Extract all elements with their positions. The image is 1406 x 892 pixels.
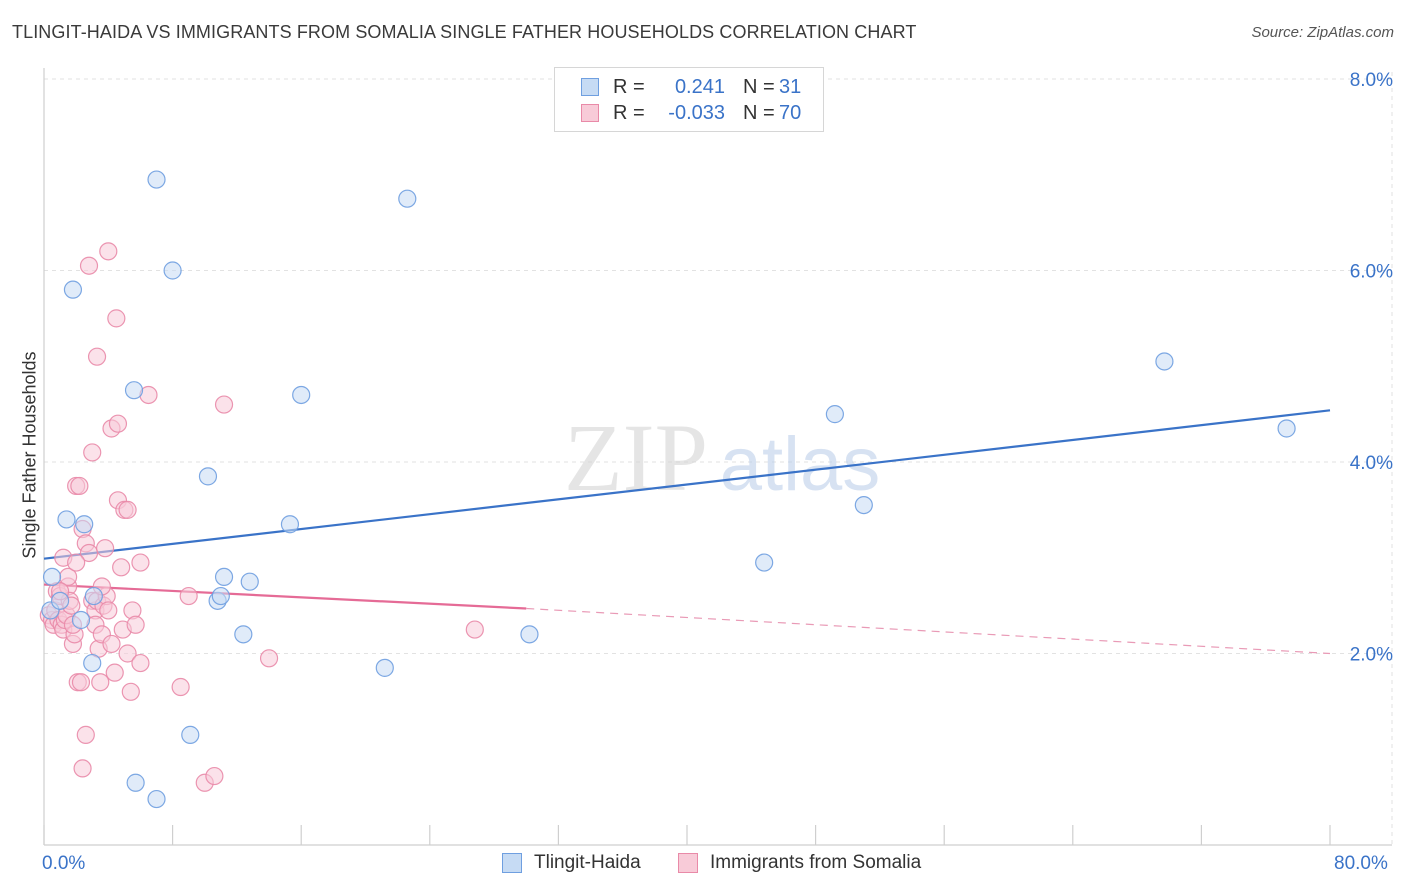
n-value: 70 [779,101,802,124]
point-tlingit [214,567,234,587]
chart-title: TLINGIT-HAIDA VS IMMIGRANTS FROM SOMALIA… [12,22,917,42]
point-somalia [73,759,92,778]
n-value: 31 [779,75,802,98]
r-label: R = [613,75,645,98]
point-somalia [112,558,131,577]
y-tick-labels: 2.0% 4.0% 6.0% 8.0% [1350,70,1393,666]
y-tick-label: 4.0% [1350,453,1393,474]
x-tick-label-max: 80.0% [1334,853,1388,874]
point-somalia [108,414,128,433]
point-somalia [87,347,107,366]
point-tlingit [292,385,311,405]
point-tlingit [1277,419,1296,438]
point-somalia [102,634,121,654]
point-somalia [259,649,279,668]
r-value: 0.241 [674,75,725,98]
point-somalia [131,653,150,673]
watermark-zip: ZIP [564,404,708,511]
point-tlingit [83,653,102,673]
legend-label-somalia: Immigrants from Somalia [710,852,922,873]
r-value: -0.033 [668,101,725,124]
r-label: R = [613,101,645,124]
legend-swatch-tlingit [502,853,522,873]
point-tlingit [234,625,253,644]
point-tlingit [147,170,166,189]
point-somalia [76,725,95,744]
point-tlingit [398,189,417,208]
data-points [39,170,1296,809]
y-tick-label: 8.0% [1350,70,1393,91]
point-somalia [171,677,190,697]
point-somalia [95,539,115,558]
point-tlingit [755,553,774,572]
legend-swatch-tlingit [581,78,599,96]
point-somalia [70,476,89,496]
point-tlingit [50,591,70,610]
point-somalia [465,620,484,639]
trendlines [43,409,1331,655]
point-tlingit [57,510,76,529]
trendline-tlingit [43,409,1331,560]
source-label: Source: ZipAtlas.com [1251,24,1394,41]
point-somalia [107,309,126,328]
correlation-legend: R = 0.241 N = 31 R = -0.033 N = 70 [554,67,824,132]
point-somalia [67,553,86,572]
point-tlingit [1155,352,1174,371]
axes [43,68,1392,846]
point-somalia [179,586,198,606]
legend-item-tlingit[interactable]: Tlingit-Haida [502,852,641,874]
point-tlingit [181,725,200,744]
point-somalia [99,242,118,261]
point-somalia [71,673,91,692]
n-label: N = [743,75,775,98]
legend-swatch-somalia [678,853,698,873]
legend-row-tlingit: R = 0.241 N = 31 [581,75,801,99]
point-somalia [121,682,140,701]
point-somalia [118,500,137,519]
n-label: N = [743,101,775,124]
point-tlingit [63,280,83,299]
point-somalia [131,553,150,572]
point-somalia [205,766,224,786]
point-tlingit [147,789,166,809]
point-tlingit [375,658,394,677]
point-somalia [91,673,110,692]
point-tlingit [211,586,230,606]
point-tlingit [84,586,103,606]
point-tlingit [280,515,300,534]
point-somalia [79,256,99,275]
point-tlingit [71,610,91,630]
y-tick-label: 2.0% [1350,645,1393,666]
point-tlingit [124,381,144,400]
point-tlingit [825,405,844,424]
point-tlingit [854,495,873,515]
point-tlingit [75,515,94,534]
trendline-somalia [43,583,527,610]
point-somalia [214,395,234,414]
legend-row-somalia: R = -0.033 N = 70 [581,101,801,125]
point-somalia [105,663,124,682]
legend-swatch-somalia [581,104,599,122]
point-somalia [83,443,102,462]
y-tick-label: 6.0% [1350,262,1393,283]
point-tlingit [520,625,539,644]
point-somalia [126,615,145,634]
point-somalia [99,601,118,620]
point-tlingit [198,467,218,486]
y-axis-label: Single Father Households [19,351,40,559]
trendline-somalia-extension [526,607,1331,655]
grid-lines [44,72,1393,845]
series-legend: Tlingit-Haida Immigrants from Somalia [0,852,1406,876]
legend-label-tlingit: Tlingit-Haida [534,852,641,873]
point-tlingit [126,773,145,792]
point-somalia [118,644,137,663]
point-tlingit [42,567,62,587]
point-tlingit [240,572,259,591]
point-tlingit [163,261,182,280]
legend-item-somalia[interactable]: Immigrants from Somalia [678,852,921,874]
x-tick-label-min: 0.0% [42,853,86,874]
